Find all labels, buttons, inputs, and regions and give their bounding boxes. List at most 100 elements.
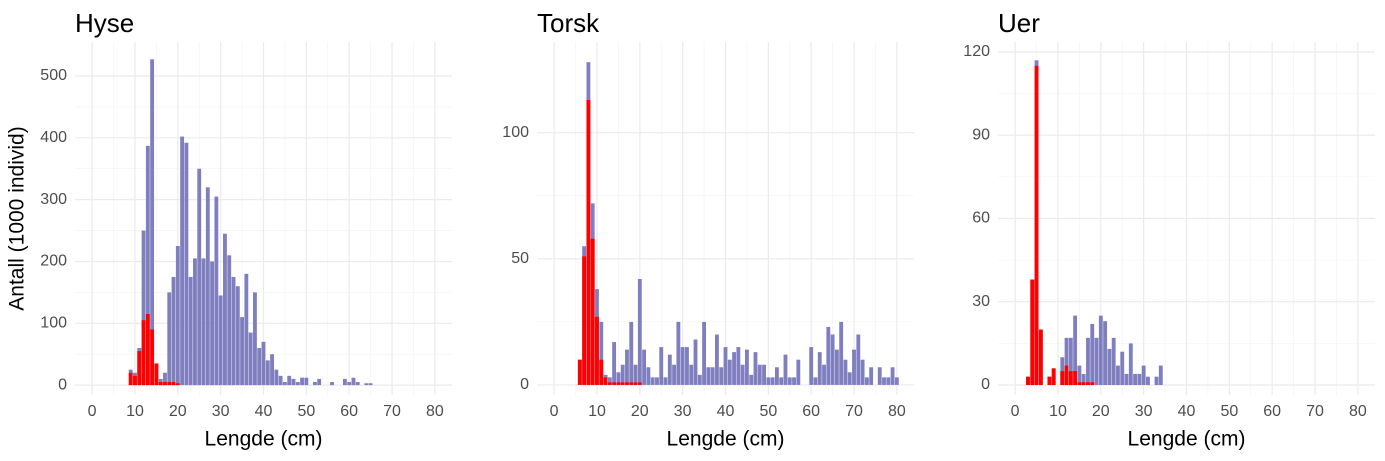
x-tick-label: 60: [1263, 403, 1281, 420]
bar: [715, 334, 719, 385]
bar: [1073, 371, 1078, 386]
bar: [723, 347, 728, 385]
bar: [706, 367, 711, 385]
bar: [137, 351, 142, 386]
x-tick-label: 70: [1306, 403, 1324, 420]
x-tick-label: 50: [759, 403, 777, 420]
x-tick-label: 10: [1049, 403, 1067, 420]
bar: [257, 348, 262, 386]
x-tick-label: 60: [340, 403, 358, 420]
bar: [749, 374, 754, 385]
bar: [620, 364, 625, 385]
bar: [577, 359, 582, 385]
bar: [244, 273, 249, 386]
bar: [1060, 371, 1065, 386]
bar: [1146, 376, 1150, 386]
y-tick-label: 400: [40, 129, 67, 146]
bar: [719, 367, 724, 385]
bar: [163, 372, 167, 386]
y-tick-label: 100: [40, 315, 67, 332]
bar: [240, 317, 245, 386]
y-tick-label: 300: [40, 191, 67, 208]
bar: [625, 382, 629, 385]
bar: [642, 349, 647, 385]
bar: [586, 99, 591, 385]
bar: [342, 378, 347, 386]
bar: [689, 364, 694, 385]
bar: [813, 377, 818, 385]
bar: [633, 364, 638, 385]
bar: [762, 364, 766, 385]
x-tick-label: 0: [1011, 403, 1020, 420]
bar: [1154, 376, 1159, 386]
bar: [603, 377, 608, 385]
bar: [218, 295, 223, 386]
x-tick-label: 20: [169, 403, 187, 420]
bar: [1090, 323, 1095, 386]
bar: [141, 230, 146, 386]
x-tick-label: 70: [845, 403, 863, 420]
bar: [1090, 382, 1095, 386]
bar: [197, 168, 202, 386]
bar: [864, 377, 869, 385]
bar: [312, 382, 317, 386]
bar: [886, 377, 891, 385]
y-axis-label: Antall (1000 individ): [6, 126, 29, 310]
bar: [697, 374, 702, 385]
bar: [590, 238, 595, 385]
bar: [1047, 376, 1052, 386]
panel-title: Hyse: [75, 8, 134, 38]
bar: [637, 279, 642, 385]
bar: [330, 382, 334, 386]
bar: [180, 136, 185, 386]
bar: [205, 187, 210, 386]
x-tick-label: 0: [550, 403, 559, 420]
panel-title: Torsk: [537, 8, 600, 38]
y-tick-label: 90: [972, 126, 990, 143]
x-tick-label: 50: [1220, 403, 1238, 420]
bar: [847, 372, 852, 385]
bar: [210, 261, 215, 386]
bar: [894, 377, 899, 385]
bar: [685, 347, 689, 385]
bar: [150, 329, 155, 386]
bar: [1086, 382, 1090, 386]
bar: [650, 377, 655, 385]
bar: [796, 359, 801, 385]
bar: [1051, 368, 1056, 386]
bar: [1116, 365, 1120, 386]
bar: [856, 334, 861, 385]
bar: [792, 377, 796, 385]
bar: [787, 377, 792, 385]
bar: [727, 359, 732, 385]
bar: [672, 364, 677, 385]
bar: [702, 321, 707, 385]
panel-title: Uer: [998, 8, 1040, 38]
y-tick-label: 120: [963, 43, 990, 60]
bar: [158, 382, 163, 386]
bar: [270, 354, 274, 386]
bar: [223, 233, 227, 386]
bar: [843, 359, 848, 385]
bar: [1026, 376, 1030, 386]
bar: [231, 276, 236, 386]
y-tick-label: 500: [40, 67, 67, 84]
bar: [1068, 371, 1073, 386]
bar: [128, 372, 133, 386]
bar: [633, 382, 638, 385]
bar: [278, 375, 283, 386]
bar: [193, 258, 197, 386]
bar: [757, 364, 762, 385]
x-tick-label: 20: [631, 403, 649, 420]
bar: [253, 292, 257, 386]
bar: [809, 347, 814, 385]
bar: [852, 349, 856, 385]
bar: [612, 382, 617, 385]
bar: [265, 360, 270, 386]
bar: [744, 349, 749, 385]
bar: [693, 339, 698, 385]
bar: [774, 367, 779, 385]
x-axis-label: Lengde (cm): [1128, 428, 1246, 451]
x-tick-label: 40: [717, 403, 735, 420]
